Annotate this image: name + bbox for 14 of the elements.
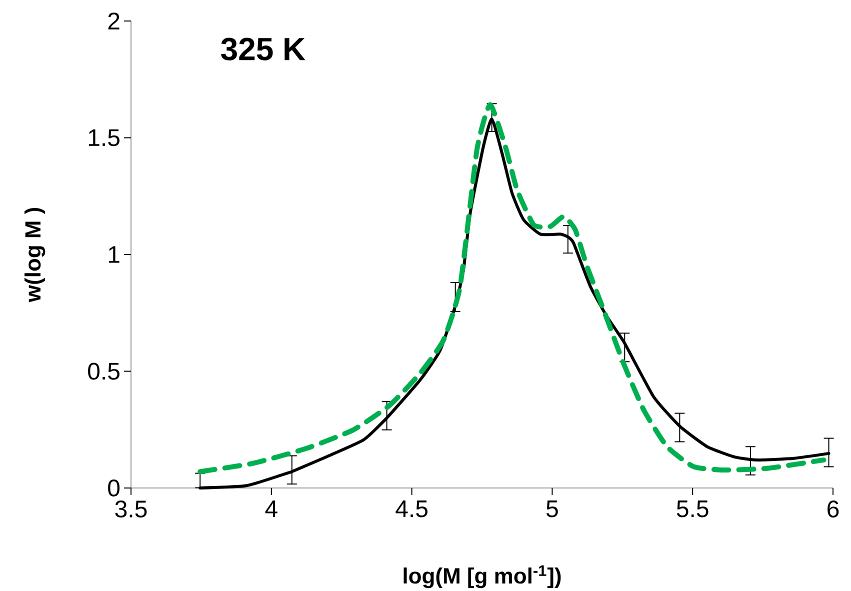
y-axis-title: w(log M ) xyxy=(24,208,46,302)
y-tick-label: 0.5 xyxy=(88,362,120,380)
x-tick-label: 4.5 xyxy=(396,500,428,518)
x-axis-title: log(M [g mol$^{-1}$]) xyxy=(404,565,561,588)
x-tick-label: 5.5 xyxy=(676,500,708,518)
x-tick-label: 4 xyxy=(265,500,278,518)
chart-title: 325 K xyxy=(221,38,306,60)
x-tick-label: 3.5 xyxy=(115,500,147,518)
y-tick-label: 1.5 xyxy=(88,129,120,146)
y-tick-label: 1 xyxy=(108,246,120,263)
y-tick-label: 0 xyxy=(108,480,120,496)
y-tick-label: 2 xyxy=(108,12,120,30)
x-tick-label: 6 xyxy=(828,500,839,518)
x-tick-label: 5 xyxy=(546,500,558,518)
